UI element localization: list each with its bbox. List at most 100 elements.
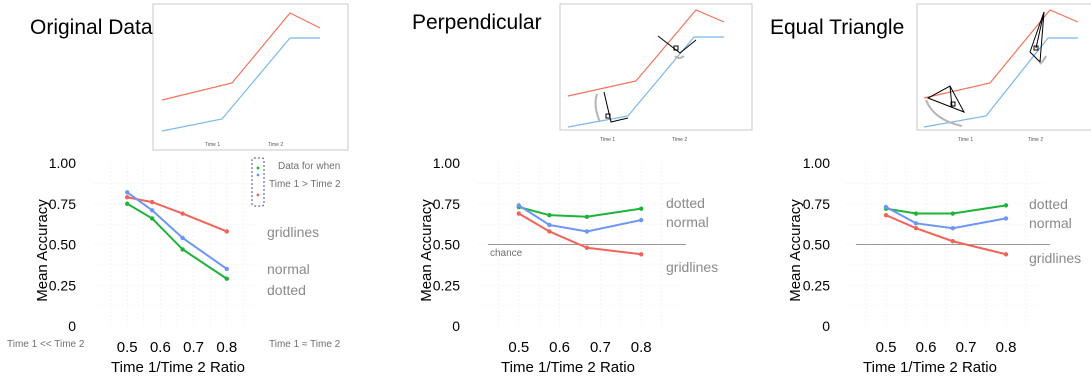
y-axis-title: Mean Accuracy bbox=[787, 199, 804, 302]
data-point-dotted bbox=[224, 276, 229, 281]
thumb-tick-time1: Time 1 bbox=[600, 137, 615, 143]
y-tick-label: 0 bbox=[68, 318, 76, 334]
thumb-red-line bbox=[923, 9, 1079, 99]
series-label-dotted: dotted bbox=[267, 282, 306, 298]
legend-dot-normal bbox=[256, 173, 260, 177]
perpendicular-marker-right bbox=[657, 35, 697, 54]
y-axis-title: Mean Accuracy bbox=[418, 199, 435, 302]
series-line-dotted bbox=[126, 202, 228, 280]
legend-note-line2: Time 1 > Time 2 bbox=[269, 179, 341, 190]
bracket-left bbox=[594, 93, 601, 123]
series-label-gridlines: gridlines bbox=[267, 224, 319, 240]
series-line-normal bbox=[518, 204, 642, 233]
data-point-gridlines bbox=[1003, 252, 1009, 257]
data-point-normal bbox=[950, 226, 955, 231]
data-point-normal bbox=[639, 217, 644, 223]
y-tick-label: 0.25 bbox=[433, 277, 460, 293]
data-point-gridlines bbox=[547, 229, 552, 234]
data-point-gridlines bbox=[584, 245, 590, 250]
panel-title-perpendicular: Perpendicular bbox=[412, 11, 542, 34]
series-line-dotted bbox=[885, 204, 1007, 215]
series-line-dotted bbox=[518, 206, 642, 218]
y-tick-label: 0.50 bbox=[803, 237, 830, 253]
data-point-normal bbox=[149, 208, 155, 213]
thumb-tick-time2: Time 2 bbox=[1028, 137, 1043, 143]
thumbnail-frame bbox=[152, 3, 349, 151]
x-tick-label: 0.6 bbox=[916, 339, 937, 356]
data-point-dotted bbox=[149, 216, 155, 221]
series-line-gridlines bbox=[885, 214, 1007, 256]
y-tick-label: 0 bbox=[822, 318, 830, 334]
data-point-dotted bbox=[1003, 203, 1009, 208]
thumb-red-line bbox=[161, 12, 321, 101]
series-label-gridlines: gridlines bbox=[666, 259, 718, 275]
data-point-gridlines bbox=[516, 211, 521, 216]
chart-original: 0 0.25 0.50 0.75 1.00 0.5 0.6 0.7 0.8 Time 1/Time… bbox=[34, 155, 319, 376]
x-axis-title: Time 1/Time 2 Ratio bbox=[111, 359, 245, 376]
data-point-gridlines bbox=[883, 212, 889, 218]
data-point-gridlines bbox=[913, 226, 919, 231]
thumbnail-perpendicular: Time 1 Time 2 bbox=[559, 3, 753, 143]
x-tick-label: 0.6 bbox=[150, 339, 171, 356]
thumbnail-frame bbox=[916, 3, 1091, 131]
data-point-gridlines bbox=[224, 229, 229, 234]
data-point-gridlines bbox=[125, 195, 130, 200]
data-point-normal bbox=[1003, 216, 1009, 221]
y-tick-label: 0.50 bbox=[49, 237, 76, 253]
legend-dot-dotted bbox=[256, 166, 260, 170]
thumb-tick-time2: Time 2 bbox=[672, 137, 687, 143]
series-line-normal bbox=[126, 191, 228, 270]
legend-note-box bbox=[251, 157, 265, 207]
x-tick-label: 0.5 bbox=[117, 339, 138, 356]
data-point-gridlines bbox=[149, 199, 155, 205]
thumb-blue-line bbox=[923, 37, 1078, 128]
data-point-normal bbox=[180, 235, 185, 241]
x-tick-label: 0.8 bbox=[631, 339, 652, 356]
series-line-gridlines bbox=[127, 196, 228, 233]
series-label-dotted: dotted bbox=[1029, 196, 1068, 212]
x-tick-label: 0.7 bbox=[590, 339, 611, 356]
y-tick-label: 0.75 bbox=[803, 196, 830, 212]
data-point-normal bbox=[913, 221, 919, 226]
x-tick-label: 0.5 bbox=[508, 339, 529, 356]
thumb-tick-time2: Time 2 bbox=[268, 142, 283, 148]
data-point-gridlines bbox=[639, 252, 644, 257]
series-label-dotted: dotted bbox=[666, 195, 705, 211]
x-tick-label: 0.8 bbox=[996, 339, 1017, 356]
y-tick-label: 0.50 bbox=[433, 237, 460, 253]
data-point-dotted bbox=[950, 211, 955, 216]
data-point-dotted bbox=[584, 214, 590, 219]
series-label-gridlines: gridlines bbox=[1029, 250, 1081, 266]
x-axis-title: Time 1/Time 2 Ratio bbox=[863, 359, 997, 376]
chart-equal-triangle: 0 0.25 0.50 0.75 1.00 0.5 0.6 0.7 0.8 Time 1/Time… bbox=[787, 155, 1081, 376]
panel-title-original: Original Data bbox=[30, 16, 153, 39]
data-point-dotted bbox=[125, 201, 130, 206]
thumb-blue-line bbox=[161, 37, 320, 132]
data-point-dotted bbox=[547, 212, 552, 218]
x-tick-label: 0.8 bbox=[216, 339, 237, 356]
side-note-left: Time 1 << Time 2 bbox=[7, 339, 85, 350]
legend-dot-gridlines bbox=[256, 193, 260, 197]
y-tick-label: 0.25 bbox=[49, 277, 76, 293]
chart-perpendicular: 0 0.25 0.50 0.75 1.00 0.5 0.6 0.7 0.8 Time 1/Time… bbox=[418, 155, 718, 376]
bracket-left bbox=[925, 99, 963, 127]
thumb-tick-time1: Time 1 bbox=[958, 137, 973, 143]
y-tick-label: 1.00 bbox=[433, 155, 460, 171]
x-tick-label: 0.5 bbox=[876, 339, 897, 356]
data-point-dotted bbox=[913, 211, 919, 216]
x-tick-label: 0.6 bbox=[549, 339, 570, 356]
legend-note-line1: Data for when bbox=[278, 161, 340, 172]
data-point-normal bbox=[883, 204, 889, 210]
y-tick-label: 0 bbox=[452, 318, 460, 334]
series-label-normal: normal bbox=[267, 261, 310, 277]
thumbnail-equal-triangle: Time 1 Time 2 bbox=[916, 3, 1091, 143]
series-label-normal: normal bbox=[666, 214, 709, 230]
bracket-right bbox=[674, 55, 685, 59]
data-point-gridlines bbox=[950, 239, 955, 244]
data-point-normal bbox=[584, 229, 590, 234]
perpendicular-marker-left bbox=[603, 91, 629, 123]
y-tick-label: 0.75 bbox=[433, 196, 460, 212]
series-label-normal: normal bbox=[1029, 215, 1072, 231]
x-tick-label: 0.7 bbox=[956, 339, 977, 356]
